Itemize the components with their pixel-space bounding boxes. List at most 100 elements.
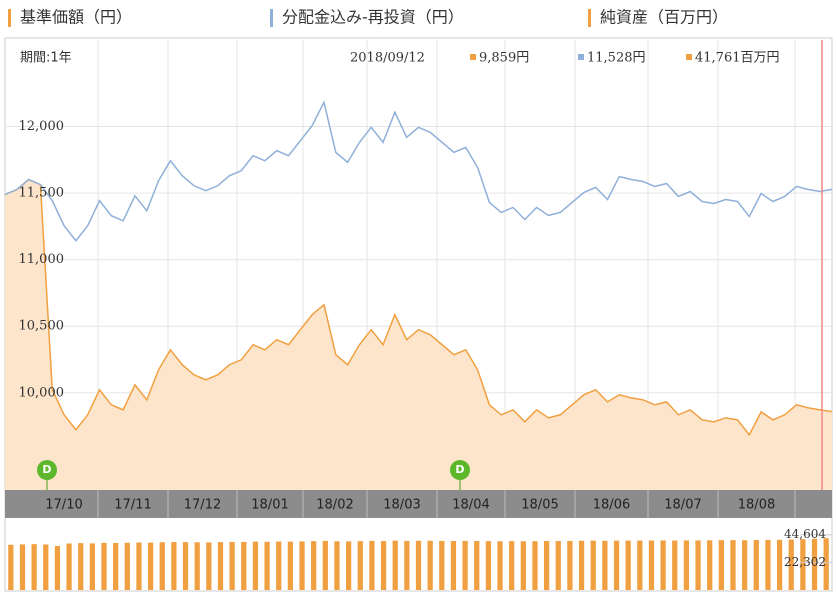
net-assets-bar: [427, 540, 433, 590]
net-assets-bar: [276, 541, 282, 590]
x-tick-label: 18/08: [738, 498, 775, 513]
net-assets-bar: [299, 541, 305, 590]
net-assets-bar: [660, 540, 666, 590]
net-assets-bar: [707, 540, 713, 590]
net-assets-bar: [194, 542, 200, 590]
y2-tick-label: 22,302: [784, 555, 826, 569]
net-assets-bar: [532, 541, 538, 590]
net-assets-bar: [159, 542, 165, 590]
net-assets-bar: [450, 541, 457, 590]
net-assets-bar: [345, 541, 352, 590]
x-tick-label: 18/06: [593, 498, 630, 513]
month-band: [5, 490, 832, 518]
net-assets-bar: [89, 543, 95, 590]
net-assets-bar: [823, 538, 829, 590]
net-assets-bar: [8, 544, 14, 590]
date-label: 2018/09/12: [350, 51, 425, 66]
net-assets-bar: [672, 540, 678, 590]
current-swatch: [686, 54, 692, 60]
current-value: 41,761百万円: [695, 51, 780, 66]
net-assets-bar: [43, 544, 49, 590]
x-tick-label: 18/03: [383, 498, 420, 513]
net-assets-bar: [544, 541, 550, 590]
net-assets-bar: [380, 541, 387, 590]
net-assets-bar: [497, 541, 503, 590]
y-tick-label: 11,500: [19, 186, 65, 201]
net-assets-bar: [578, 540, 585, 590]
net-assets-bar: [241, 541, 247, 590]
net-assets-bar: [147, 542, 154, 590]
net-assets-bar: [613, 540, 620, 590]
current-swatch: [578, 54, 584, 60]
y-tick-label: 10,500: [19, 319, 65, 334]
net-assets-bar: [101, 542, 107, 590]
y2-tick-label: 44,604: [784, 527, 826, 541]
net-assets-bar: [776, 539, 783, 590]
net-assets-bar: [171, 542, 177, 590]
net-assets-bar: [485, 541, 492, 590]
net-assets-bar: [136, 542, 142, 590]
x-tick-label: 18/07: [664, 498, 701, 513]
net-assets-bar: [637, 540, 643, 590]
net-assets-bar: [287, 541, 293, 590]
y-tick-label: 12,000: [19, 119, 65, 134]
net-assets-bar: [404, 540, 410, 590]
net-assets-bar: [322, 540, 328, 590]
net-assets-bar: [625, 540, 631, 590]
net-assets-bar: [648, 540, 655, 590]
net-assets-bar: [31, 544, 37, 590]
x-tick-label: 18/05: [521, 498, 558, 513]
nav-line: [4, 178, 833, 437]
current-value: 9,859円: [479, 51, 529, 66]
net-assets-bar: [590, 540, 596, 590]
net-assets-bar: [54, 545, 61, 590]
legend-swatch: [8, 9, 11, 27]
x-tick-label: 18/04: [452, 498, 489, 513]
net-assets-bar: [730, 540, 736, 590]
net-assets-bar: [311, 541, 317, 590]
net-assets-bar: [753, 540, 759, 590]
legend-label: 基準価額（円）: [20, 8, 132, 27]
reinvest-line: [4, 100, 833, 242]
x-tick-label: 18/01: [251, 498, 288, 513]
legend-swatch: [270, 9, 273, 27]
period-label: 期間:1年: [20, 51, 72, 66]
net-assets-bar: [509, 541, 515, 590]
marker-label: D: [42, 463, 51, 476]
marker: [450, 460, 470, 480]
current-value: 11,528円: [587, 51, 646, 66]
legend-label: 純資産（百万円）: [600, 8, 728, 27]
net-assets-bar: [369, 540, 375, 590]
net-assets-bar: [229, 542, 235, 590]
net-assets-bar: [264, 541, 270, 590]
net-assets-bar: [217, 542, 224, 590]
net-assets-bar: [66, 543, 72, 590]
net-assets-bar: [474, 541, 480, 590]
net-assets-bar: [124, 542, 130, 590]
x-tick-label: 18/02: [316, 498, 353, 513]
marker-label: D: [455, 463, 464, 476]
legend-swatch: [588, 9, 591, 27]
net-assets-bar: [462, 540, 468, 590]
net-assets-bar: [567, 540, 573, 590]
net-assets-bar: [334, 541, 340, 590]
net-assets-bar: [252, 541, 259, 590]
net-assets-bar: [683, 540, 690, 590]
y-tick-label: 10,000: [19, 385, 65, 400]
net-assets-bar: [718, 540, 724, 590]
marker: [37, 460, 57, 480]
x-tick-label: 17/12: [184, 498, 221, 513]
current-swatch: [470, 54, 476, 60]
x-tick-label: 17/11: [114, 498, 151, 513]
net-assets-bar: [357, 541, 363, 590]
net-assets-bar: [439, 540, 445, 590]
net-assets-bar: [182, 542, 189, 590]
net-assets-bar: [695, 540, 701, 590]
net-assets-bar: [788, 539, 794, 590]
nav-area: [5, 179, 832, 491]
net-assets-bar: [392, 540, 398, 590]
legend-label: 分配金込み-再投資（円）: [282, 8, 464, 27]
net-assets-bar: [765, 539, 771, 590]
net-assets-bar: [811, 538, 818, 590]
